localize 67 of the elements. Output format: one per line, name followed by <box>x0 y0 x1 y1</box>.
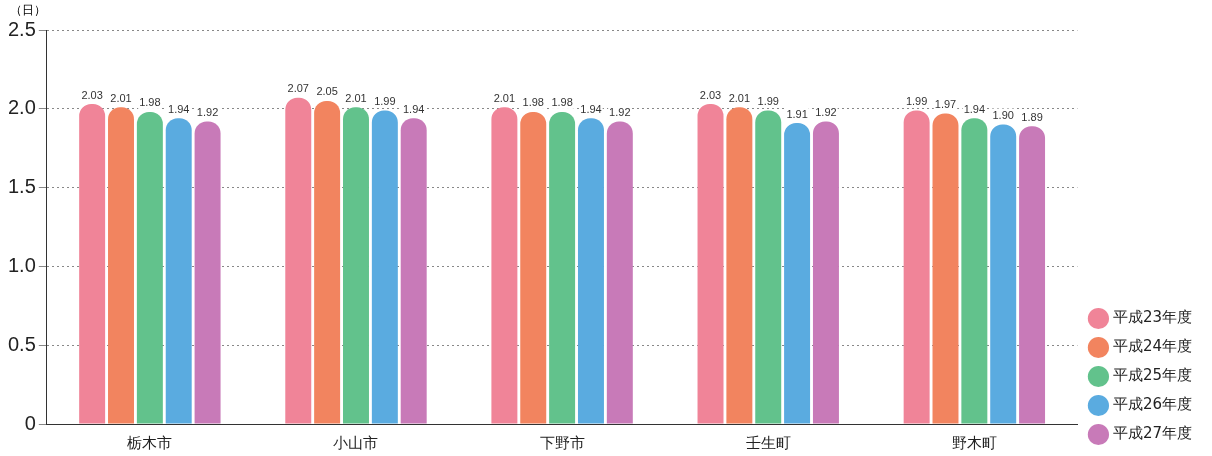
data-label: 1.98 <box>139 96 161 109</box>
data-label: 1.89 <box>1021 110 1043 123</box>
x-tick-label: 下野市 <box>539 434 585 452</box>
data-label: 1.91 <box>786 107 808 120</box>
bar <box>371 110 398 424</box>
data-label: 1.94 <box>168 102 190 115</box>
bar <box>812 121 839 424</box>
bar <box>108 107 134 424</box>
y-tick-label: 1.5 <box>7 175 36 198</box>
y-tick-label: 0 <box>24 411 36 434</box>
data-label: 1.90 <box>992 109 1014 122</box>
data-label: 2.03 <box>81 88 103 101</box>
data-label: 2.05 <box>316 85 338 98</box>
data-label: 2.01 <box>345 91 367 104</box>
bar <box>549 111 576 424</box>
bar <box>491 107 518 424</box>
y-axis-title: （日） <box>10 2 46 19</box>
data-label: 2.03 <box>699 88 722 101</box>
bar <box>165 118 192 424</box>
data-label: 2.01 <box>728 91 751 104</box>
bar <box>726 107 753 424</box>
bar <box>136 111 163 424</box>
data-label: 1.99 <box>905 94 928 107</box>
legend-label: 平成23年度 <box>1112 308 1193 327</box>
bar <box>990 124 1017 424</box>
data-label: 1.99 <box>757 94 779 107</box>
x-tick-label: 野木町 <box>951 434 997 452</box>
x-tick-label: 栃木市 <box>127 434 173 452</box>
data-label: 1.94 <box>402 102 425 115</box>
data-label: 1.98 <box>551 96 573 109</box>
bar <box>606 121 633 424</box>
data-label: 2.01 <box>110 91 132 104</box>
x-tick-label: 壬生町 <box>745 434 791 452</box>
data-label: 1.92 <box>815 105 837 118</box>
bar <box>343 107 369 424</box>
x-tick-label: 小山市 <box>333 434 379 452</box>
legend-label: 平成27年度 <box>1112 424 1193 443</box>
legend-label: 平成26年度 <box>1112 395 1193 414</box>
bar <box>1019 126 1046 424</box>
bar <box>903 110 930 424</box>
bar <box>755 110 782 424</box>
data-label: 1.92 <box>196 105 219 118</box>
bar <box>194 121 221 424</box>
data-label: 1.98 <box>522 96 544 109</box>
data-label: 1.97 <box>934 98 957 111</box>
bar <box>577 118 604 424</box>
y-tick-label: 2.5 <box>7 17 36 40</box>
data-label: 2.01 <box>493 91 516 104</box>
y-tick-label: 2.0 <box>7 96 36 119</box>
bar <box>400 118 427 424</box>
legend-label: 平成24年度 <box>1112 337 1193 356</box>
bar <box>932 113 959 424</box>
bar <box>285 97 312 424</box>
y-tick-label: 0.5 <box>7 332 36 355</box>
bar <box>784 122 811 424</box>
data-label: 2.07 <box>287 82 309 95</box>
data-label: 1.94 <box>963 102 986 115</box>
bar <box>314 100 341 424</box>
data-label: 1.92 <box>609 105 631 118</box>
bar <box>961 118 988 424</box>
bar <box>79 104 106 424</box>
data-label: 1.99 <box>374 94 396 107</box>
bar <box>697 104 724 424</box>
bar <box>520 111 547 424</box>
y-tick-label: 1.0 <box>7 253 36 276</box>
data-label: 1.94 <box>580 102 602 115</box>
legend-label: 平成25年度 <box>1112 366 1193 385</box>
